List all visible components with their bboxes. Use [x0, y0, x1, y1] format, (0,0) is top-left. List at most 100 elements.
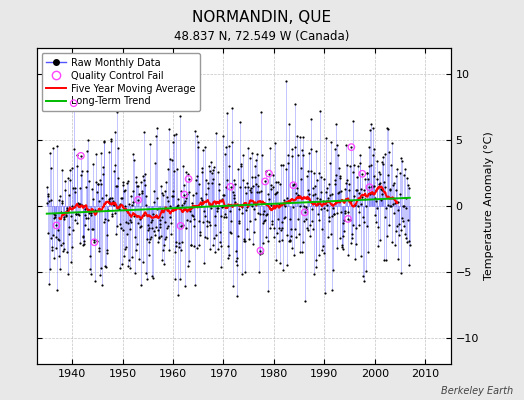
Point	[290, 252, 298, 259]
Point	[199, 218, 208, 225]
Point	[350, 162, 358, 169]
Point	[89, 160, 97, 167]
Point	[47, 165, 56, 172]
Point	[98, 195, 106, 201]
Point	[179, 221, 187, 228]
Point	[156, 220, 164, 227]
Point	[336, 175, 344, 181]
Point	[109, 201, 117, 208]
Point	[136, 216, 145, 222]
Point	[169, 139, 177, 146]
Point	[191, 282, 199, 288]
Point	[334, 164, 343, 171]
Point	[173, 166, 181, 172]
Point	[361, 196, 369, 202]
Point	[192, 132, 201, 139]
Point	[284, 160, 292, 166]
Point	[289, 204, 297, 210]
Point	[264, 288, 272, 294]
Point	[228, 139, 236, 145]
Point	[139, 212, 148, 218]
Point	[113, 109, 121, 116]
Point	[382, 205, 390, 211]
Point	[174, 202, 182, 208]
Point	[188, 212, 196, 218]
Point	[215, 187, 223, 194]
Point	[228, 105, 236, 111]
Point	[121, 187, 129, 193]
Point	[338, 242, 346, 248]
Text: 48.837 N, 72.549 W (Canada): 48.837 N, 72.549 W (Canada)	[174, 30, 350, 43]
Point	[230, 177, 238, 183]
Point	[177, 188, 185, 194]
Point	[180, 199, 188, 206]
Point	[302, 206, 310, 212]
Point	[153, 206, 161, 212]
Point	[147, 219, 155, 225]
Point	[82, 184, 90, 190]
Point	[124, 262, 132, 269]
Point	[62, 213, 70, 220]
Point	[368, 125, 377, 131]
Point	[106, 136, 115, 142]
Point	[52, 245, 60, 251]
Point	[187, 242, 195, 249]
Point	[126, 226, 135, 232]
Point	[190, 216, 199, 222]
Point	[200, 208, 208, 214]
Point	[248, 174, 256, 180]
Point	[49, 255, 58, 262]
Point	[139, 172, 147, 179]
Point	[228, 283, 237, 289]
Point	[69, 184, 78, 191]
Point	[100, 139, 108, 146]
Point	[288, 153, 297, 159]
Point	[373, 158, 381, 164]
Point	[239, 236, 248, 242]
Point	[401, 231, 409, 237]
Point	[281, 203, 289, 210]
Point	[321, 200, 329, 206]
Point	[242, 206, 250, 213]
Point	[380, 179, 388, 185]
Point	[376, 180, 384, 186]
Point	[356, 152, 364, 158]
Point	[294, 192, 302, 198]
Point	[189, 213, 198, 220]
Point	[402, 205, 410, 212]
Point	[216, 229, 224, 235]
Point	[396, 154, 405, 161]
Point	[127, 219, 135, 226]
Point	[159, 261, 168, 267]
Point	[379, 154, 388, 160]
Point	[174, 244, 183, 250]
Point	[220, 214, 228, 221]
Point	[167, 231, 176, 237]
Point	[97, 180, 106, 187]
Point	[316, 189, 325, 196]
Point	[388, 195, 397, 202]
Point	[86, 212, 95, 218]
Point	[170, 168, 178, 174]
Point	[219, 192, 227, 198]
Point	[95, 248, 104, 254]
Point	[337, 188, 345, 194]
Point	[185, 189, 193, 195]
Point	[405, 262, 413, 268]
Point	[205, 218, 213, 225]
Point	[254, 172, 263, 178]
Point	[390, 180, 398, 186]
Point	[170, 132, 179, 138]
Point	[81, 222, 90, 228]
Point	[357, 253, 365, 259]
Point	[331, 146, 340, 152]
Point	[250, 215, 259, 222]
Point	[297, 176, 305, 182]
Point	[309, 184, 317, 191]
Point	[238, 204, 246, 210]
Point	[166, 214, 174, 220]
Point	[74, 210, 82, 217]
Point	[163, 194, 171, 200]
Point	[219, 133, 227, 139]
Point	[368, 184, 377, 190]
